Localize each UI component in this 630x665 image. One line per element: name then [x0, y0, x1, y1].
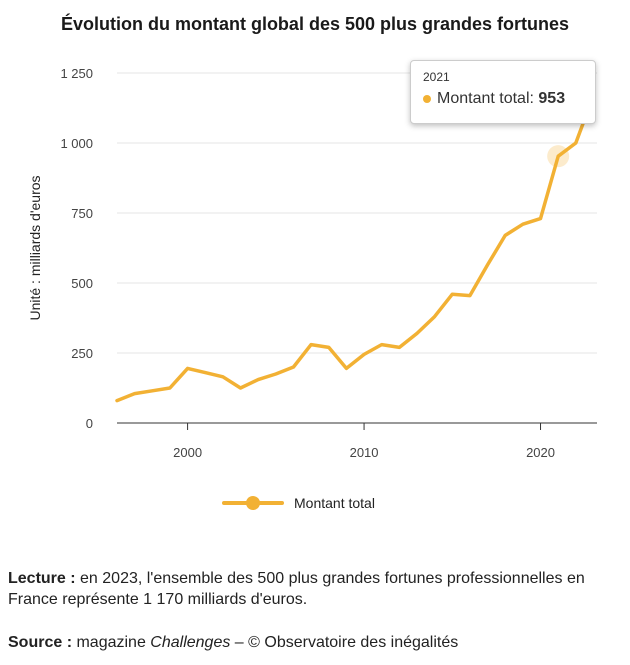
tooltip: 2021 Montant total: 953 [410, 60, 596, 124]
y-tick-label: 0 [86, 416, 93, 431]
lecture-text: en 2023, l'ensemble des 500 plus grandes… [8, 570, 585, 608]
legend[interactable]: Montant total [222, 493, 375, 513]
y-axis-ticks: 0 250 500 750 1 000 1 250 [60, 66, 93, 431]
tooltip-row: Montant total: 953 [423, 90, 583, 108]
chart-title: Évolution du montant global des 500 plus… [60, 14, 570, 34]
source-prefix: magazine [72, 634, 151, 651]
x-tick-label: 2020 [526, 445, 555, 460]
x-axis-ticks: 2000 2010 2020 [173, 423, 555, 460]
y-tick-label: 1 000 [60, 136, 93, 151]
legend-label: Montant total [294, 495, 375, 511]
y-tick-label: 500 [71, 276, 93, 291]
line-chart: 0 250 500 750 1 000 1 250 2000 2010 2020 Unité … [27, 66, 597, 460]
y-axis-title: Unité : milliards d'euros [27, 175, 43, 320]
source-label: Source : [8, 634, 73, 651]
x-tick-label: 2000 [173, 445, 202, 460]
series-line-montant-total[interactable] [115, 93, 596, 403]
source-publication: Challenges [150, 634, 231, 651]
y-tick-label: 750 [71, 206, 93, 221]
x-tick-label: 2010 [350, 445, 379, 460]
legend-line-marker-icon [222, 493, 284, 513]
tooltip-dot-icon [423, 94, 431, 103]
tooltip-value: 953 [538, 90, 566, 107]
lecture-note: Lecture : en 2023, l'ensemble des 500 pl… [8, 568, 623, 610]
source-note: Source : magazine Challenges – © Observa… [8, 634, 458, 652]
y-tick-label: 250 [71, 346, 93, 361]
y-tick-label: 1 250 [60, 66, 93, 81]
source-suffix: – © Observatoire des inégalités [230, 634, 459, 651]
tooltip-year: 2021 [423, 70, 450, 84]
tooltip-label: Montant total: [437, 90, 534, 107]
lecture-label: Lecture : [8, 570, 76, 587]
